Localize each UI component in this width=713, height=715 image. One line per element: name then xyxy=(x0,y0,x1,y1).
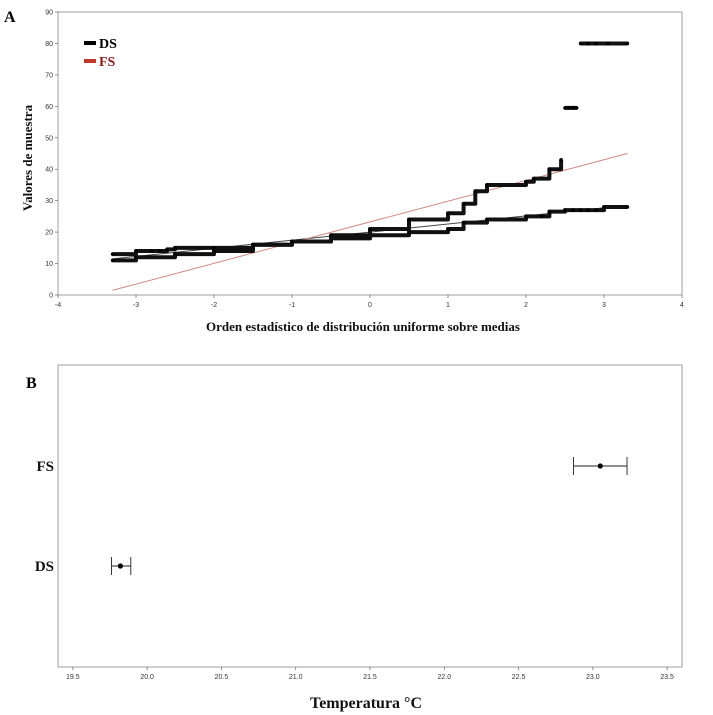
legend-label-ds: DS xyxy=(99,37,117,52)
y-tick-label-a: 90 xyxy=(45,10,53,17)
y-tick-label-a: 50 xyxy=(45,135,53,142)
y-tick-label-a: 30 xyxy=(45,198,53,205)
data-point-fs xyxy=(532,176,536,181)
x-axis-ticks-b: 19.5 20.0 20.5 21.0 21.5 22.0 22.5 23.0 23.5 xyxy=(66,667,674,681)
data-point-fs xyxy=(563,106,567,110)
data-point-ds xyxy=(110,258,115,263)
x-tick-label-b: 23.0 xyxy=(586,674,600,681)
data-point-fs xyxy=(473,189,478,194)
data-point-ds xyxy=(578,208,583,212)
data-point-ds xyxy=(134,255,138,260)
data-point-fs xyxy=(165,247,169,252)
x-tick-label-b: 23.5 xyxy=(660,674,674,681)
x-tick-label-b: 22.5 xyxy=(512,674,526,681)
category-labels-b: FS DS xyxy=(35,459,54,575)
data-point-fs xyxy=(134,249,138,253)
y-tick-label-a: 40 xyxy=(45,167,53,174)
data-point-fs xyxy=(559,157,563,162)
x-tick-label-a: 2 xyxy=(524,302,528,309)
y-axis-ticks-a: 0 10 20 30 40 50 60 70 80 90 xyxy=(45,10,58,300)
data-point-ds xyxy=(446,227,450,231)
data-point-fs xyxy=(524,180,528,184)
data-point-ds xyxy=(586,208,591,212)
panel-a-letter: A xyxy=(4,9,16,26)
data-point-fs xyxy=(212,246,216,250)
y-tick-label-a: 0 xyxy=(49,293,53,300)
x-tick-label-a: -1 xyxy=(289,302,295,309)
series-a xyxy=(110,41,630,263)
x-tick-label-b: 22.0 xyxy=(437,674,451,681)
x-tick-label-b: 19.5 xyxy=(66,674,80,681)
data-point-ds xyxy=(524,214,528,219)
plot-b-frame xyxy=(57,364,683,668)
data-point-fs xyxy=(567,106,571,110)
x-tick-label-a: -4 xyxy=(55,302,61,309)
x-tick-label-b: 20.0 xyxy=(140,674,154,681)
data-point-ds xyxy=(485,217,489,222)
data-point-fs xyxy=(407,217,411,222)
x-axis-ticks-a: -4 -3 -2 -1 0 1 2 3 4 xyxy=(55,295,684,309)
y-tick-label-a: 80 xyxy=(45,41,53,48)
x-tick-label-b: 21.0 xyxy=(289,674,303,681)
data-point-ds xyxy=(461,220,466,225)
data-point-ds xyxy=(602,205,606,209)
panel-b-letter: B xyxy=(26,375,37,392)
data-point-ds xyxy=(539,214,544,219)
data-point-ds xyxy=(594,208,598,212)
data-point-fs xyxy=(547,167,552,172)
data-point-ds xyxy=(212,249,216,253)
data-point-ds xyxy=(407,230,411,234)
data-point-fs xyxy=(594,41,598,46)
category-label-fs: FS xyxy=(36,459,54,475)
data-point-ds xyxy=(563,208,567,212)
y-tick-label-a: 70 xyxy=(45,72,53,79)
legend-a: DS FS xyxy=(84,37,117,70)
data-point-fs xyxy=(329,233,333,238)
data-point-fs xyxy=(446,211,450,216)
data-point-fs xyxy=(368,227,372,231)
y-tick-label-a: 20 xyxy=(45,230,53,237)
data-point-fs xyxy=(578,41,583,46)
data-point-fs xyxy=(157,249,162,253)
x-axis-title-a: Orden estadístico de distribución unifor… xyxy=(206,319,520,334)
legend-label-fs: FS xyxy=(99,55,116,70)
data-point-ds xyxy=(173,252,177,256)
y-axis-title-a: Valores de muestra xyxy=(20,104,35,211)
x-tick-label-a: 4 xyxy=(680,302,684,309)
fit-line-fs xyxy=(112,153,628,291)
x-tick-label-a: 0 xyxy=(368,302,372,309)
plot-a-frame xyxy=(57,11,683,296)
x-tick-label-a: 3 xyxy=(602,302,606,309)
data-point-fs xyxy=(606,41,610,46)
x-tick-label-a: 1 xyxy=(446,302,450,309)
category-label-ds: DS xyxy=(35,559,54,575)
x-tick-label-b: 20.5 xyxy=(215,674,229,681)
data-point-fs xyxy=(625,41,630,46)
data-point-fs xyxy=(485,183,489,187)
x-tick-label-a: -2 xyxy=(211,302,217,309)
data-point-fs xyxy=(290,239,294,244)
data-point-fs xyxy=(251,242,255,247)
data-point-fs xyxy=(173,246,177,250)
series-b xyxy=(111,457,628,575)
data-point-fs xyxy=(110,252,115,256)
data-point-ds xyxy=(625,205,630,209)
panel-b: B 19.5 20.0 20.5 21.0 21.5 22.0 22.5 23.0 23.5 F… xyxy=(26,364,683,712)
data-point-fs xyxy=(571,106,575,110)
data-point-fs xyxy=(574,106,579,110)
mean-point-fs xyxy=(597,463,603,469)
y-tick-label-a: 60 xyxy=(45,104,53,111)
data-point-ds xyxy=(547,209,552,214)
data-point-fs xyxy=(461,202,466,206)
x-tick-label-b: 21.5 xyxy=(363,674,377,681)
mean-point-ds xyxy=(117,563,123,569)
x-axis-title-b: Temperatura °C xyxy=(310,695,422,712)
data-point-fs xyxy=(586,41,591,46)
panel-a: A 0 10 20 30 40 50 60 70 80 90 -4 -3 -2 -1 0 1 2 3 4 DS FS… xyxy=(4,9,684,334)
y-tick-label-a: 10 xyxy=(45,261,53,268)
data-point-fs xyxy=(149,249,154,253)
data-point-ds xyxy=(571,208,575,212)
x-tick-label-a: -3 xyxy=(133,302,139,309)
